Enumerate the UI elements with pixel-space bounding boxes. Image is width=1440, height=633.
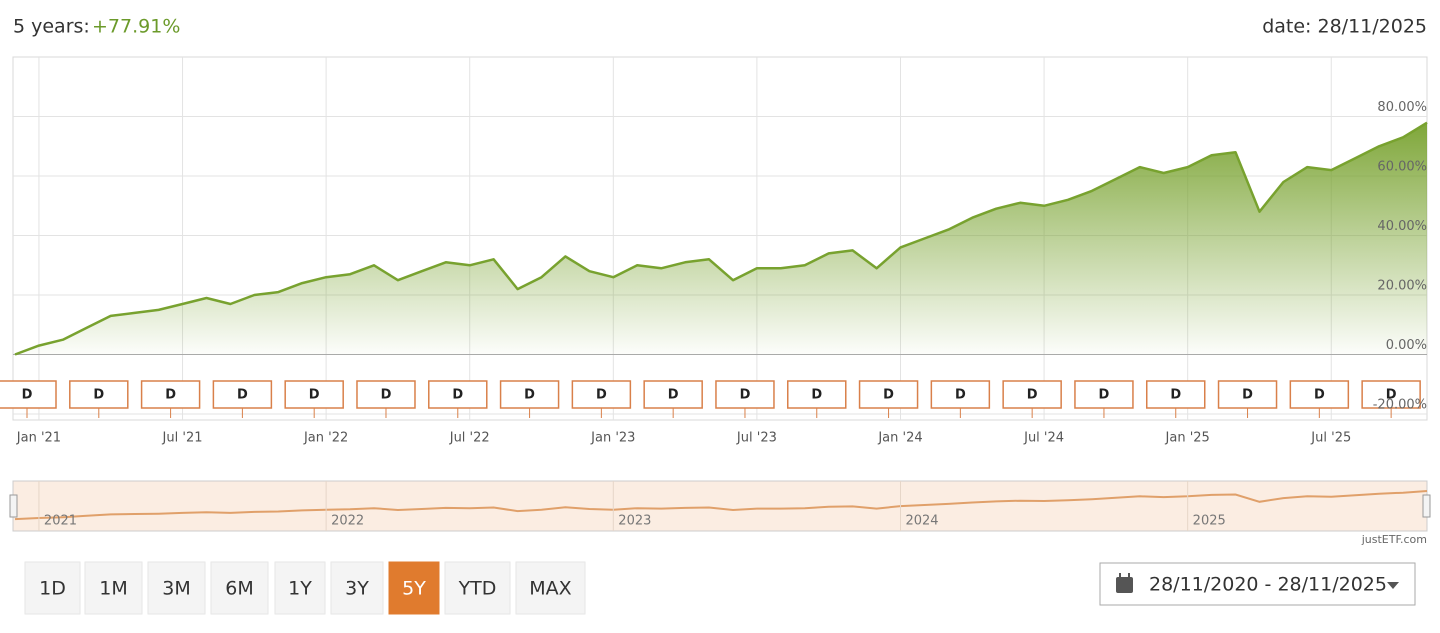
dividend-label: D	[668, 388, 679, 403]
dividend-label: D	[22, 388, 33, 403]
range-button-label: 6M	[225, 578, 253, 600]
y-tick-label: -20.00%	[1373, 398, 1427, 413]
dividend-label: D	[955, 388, 966, 403]
dividend-label: D	[1242, 388, 1253, 403]
dividend-label: D	[740, 388, 751, 403]
date-range: 28/11/2020 - 28/11/2025	[1149, 574, 1387, 596]
range-button-label: YTD	[458, 578, 497, 600]
x-tick-label: Jul '24	[1023, 431, 1064, 446]
range-button-label: 1D	[39, 578, 66, 600]
x-tick-label: Jul '22	[449, 431, 490, 446]
range-button-label: 3M	[162, 578, 190, 600]
dropdown-arrow	[1387, 582, 1399, 589]
y-tick-label: 80.00%	[1377, 100, 1427, 115]
calendar-icon	[1116, 573, 1133, 593]
dividend-marker[interactable]	[858, 380, 919, 409]
navigator-line	[14, 490, 1428, 521]
area-fill	[15, 122, 1427, 355]
dividend-label: D	[237, 388, 248, 403]
y-tick-label: 20.00%	[1377, 279, 1427, 294]
x-tick-label: Jan '24	[877, 431, 922, 446]
dividend-label: D	[524, 388, 535, 403]
dividend-marker[interactable]	[284, 380, 344, 409]
dividend-marker[interactable]	[787, 380, 847, 409]
range-button[interactable]	[444, 561, 511, 615]
dividend-marker[interactable]	[69, 380, 129, 409]
x-tick-label: Jan '25	[1165, 431, 1210, 446]
dividend-label: D	[1170, 388, 1181, 403]
credit: justETF.com	[1361, 533, 1427, 546]
dividend-marker[interactable]	[1074, 380, 1134, 409]
x-tick-label: Jul '25	[1310, 431, 1351, 446]
dividend-marker[interactable]	[140, 380, 201, 409]
x-tick-label: Jan '22	[303, 431, 348, 446]
y-tick-label: 40.00%	[1377, 219, 1427, 234]
dividend-marker[interactable]	[428, 380, 488, 409]
range-button[interactable]	[515, 561, 586, 615]
dividend-label: D	[1314, 388, 1325, 403]
dividend-marker[interactable]	[1145, 380, 1206, 409]
dividend-label: D	[165, 388, 176, 403]
dividend-marker[interactable]	[212, 380, 273, 409]
dividend-marker[interactable]	[643, 380, 703, 409]
range-button-label: 5Y	[402, 578, 426, 600]
dividend-marker[interactable]	[1217, 380, 1278, 409]
date-range-picker[interactable]	[1099, 562, 1416, 606]
period-label: 5 years:	[13, 16, 90, 38]
navigator-label: 2024	[905, 514, 938, 529]
range-button[interactable]	[24, 561, 81, 615]
dividend-label: D	[596, 388, 607, 403]
y-tick-label: 60.00%	[1377, 160, 1427, 175]
dividend-label: D	[1386, 388, 1397, 403]
x-tick-label: Jul '23	[736, 431, 777, 446]
dividend-label: D	[452, 388, 463, 403]
dividend-marker[interactable]	[715, 380, 775, 409]
dividend-marker[interactable]	[499, 380, 560, 409]
y-tick-label: 0.00%	[1386, 338, 1427, 353]
dividend-marker[interactable]	[930, 380, 991, 409]
range-button[interactable]	[274, 561, 326, 615]
range-button[interactable]	[330, 561, 384, 615]
range-button-label: 1M	[99, 578, 127, 600]
x-tick-label: Jan '23	[590, 431, 635, 446]
dividend-label: D	[1027, 388, 1038, 403]
navigator-label: 2022	[331, 514, 364, 529]
range-button-label: 3Y	[345, 578, 369, 600]
date-label: date: 28/11/2025	[1262, 16, 1427, 38]
navigator-label: 2025	[1193, 514, 1226, 529]
dividend-marker[interactable]	[1002, 380, 1062, 409]
navigator-handle[interactable]	[9, 494, 18, 518]
x-tick-label: Jan '21	[16, 431, 61, 446]
dividend-label: D	[381, 388, 392, 403]
dividend-marker[interactable]	[1361, 380, 1421, 409]
range-button-label: MAX	[529, 578, 571, 600]
line	[14, 121, 1428, 356]
navigator-label: 2021	[44, 514, 77, 529]
dividend-marker[interactable]	[0, 380, 57, 409]
dividend-label: D	[1099, 388, 1110, 403]
dividend-label: D	[93, 388, 104, 403]
dividend-label: D	[883, 388, 894, 403]
dividend-label: D	[309, 388, 320, 403]
change-value: +77.91%	[92, 16, 180, 38]
dividend-label: D	[811, 388, 822, 403]
range-button[interactable]	[84, 561, 143, 615]
range-button-label: 1Y	[288, 578, 312, 600]
dividend-marker[interactable]	[1289, 380, 1350, 409]
range-button[interactable]	[210, 561, 269, 615]
navigator-handle[interactable]	[1422, 494, 1431, 518]
range-button[interactable]	[147, 561, 206, 615]
dividend-marker[interactable]	[356, 380, 416, 409]
range-button[interactable]	[388, 561, 440, 615]
navigator-label: 2023	[618, 514, 651, 529]
x-tick-label: Jul '21	[162, 431, 203, 446]
dividend-marker[interactable]	[571, 380, 632, 409]
navigator	[12, 480, 1428, 532]
